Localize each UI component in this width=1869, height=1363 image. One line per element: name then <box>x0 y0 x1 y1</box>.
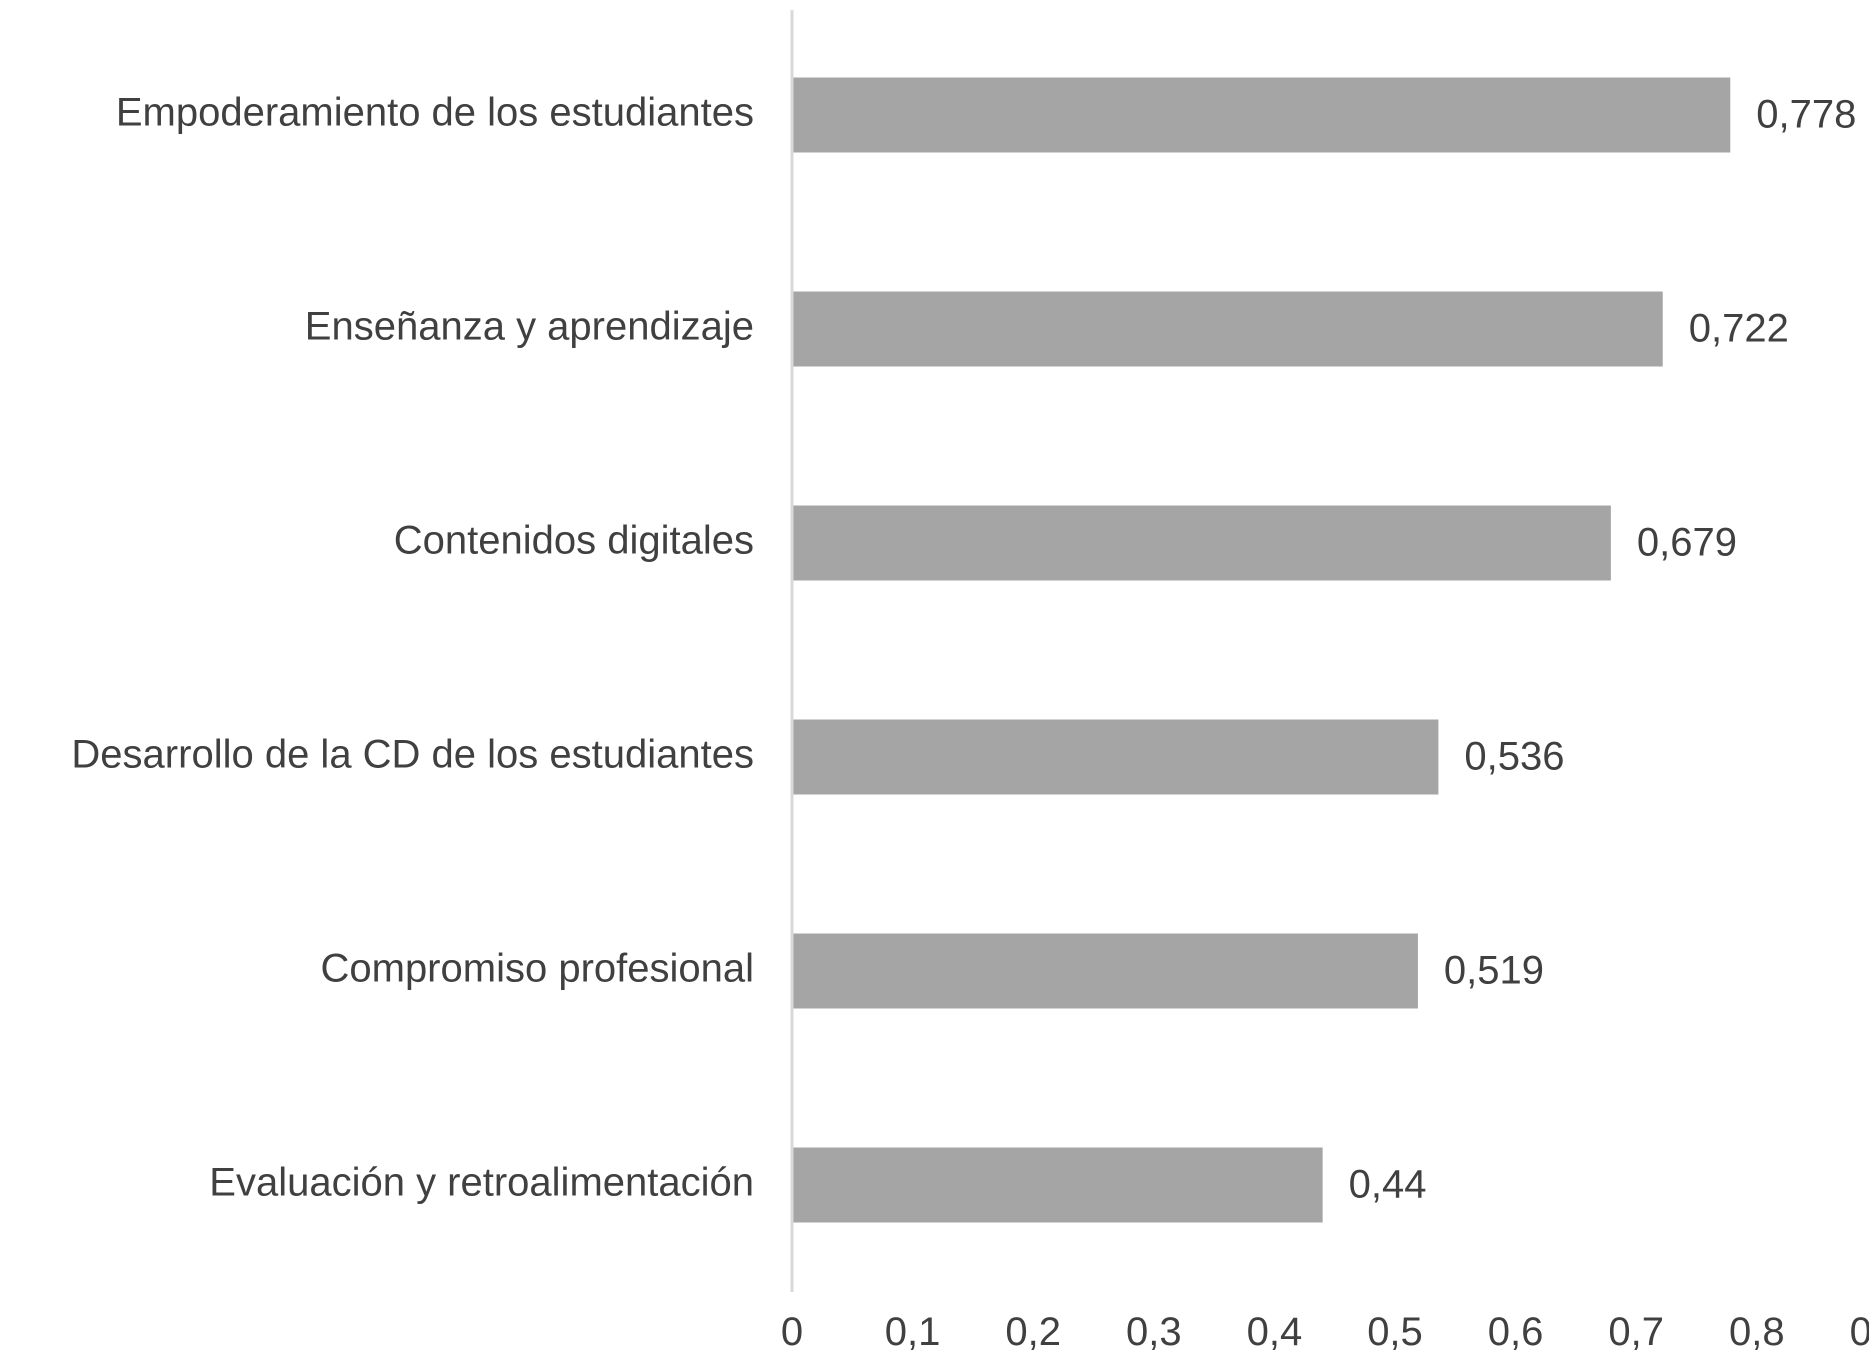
bar-contenidos-digitales <box>792 505 1611 581</box>
x-tick-label: 0,9 <box>1850 1310 1869 1354</box>
bars-group <box>792 77 1731 1223</box>
category-labels-group: Empoderamiento de los estudiantes Enseñan… <box>71 91 754 1205</box>
x-tick-label: 0 <box>781 1310 803 1354</box>
data-label-evaluacion-y-retroalimentacion: 0,44 <box>1349 1163 1427 1207</box>
category-label-ensenanza-y-aprendizaje: Enseñanza y aprendizaje <box>305 305 754 349</box>
x-tick-labels-group: 0 0,1 0,2 0,3 0,4 0,5 0,6 0,7 0,8 0,9 <box>781 1310 1869 1354</box>
category-label-desarrollo-de-la-cd-de-los-estudiantes: Desarrollo de la CD de los estudiantes <box>71 733 754 777</box>
x-tick-label: 0,6 <box>1488 1310 1544 1354</box>
x-tick-label: 0,4 <box>1247 1310 1303 1354</box>
category-label-compromiso-profesional: Compromiso profesional <box>320 947 754 991</box>
bar-evaluacion-y-retroalimentacion <box>792 1147 1323 1223</box>
bar-desarrollo-de-la-cd-de-los-estudiantes <box>792 719 1439 795</box>
data-labels-group: 0,778 0,722 0,679 0,536 0,519 0,44 <box>1349 93 1857 1207</box>
x-tick-label: 0,5 <box>1367 1310 1423 1354</box>
data-label-compromiso-profesional: 0,519 <box>1444 949 1544 993</box>
category-label-contenidos-digitales: Contenidos digitales <box>394 519 754 563</box>
bar-ensenanza-y-aprendizaje <box>792 291 1663 367</box>
x-tick-label: 0,3 <box>1126 1310 1182 1354</box>
x-tick-label: 0,7 <box>1608 1310 1664 1354</box>
data-label-empoderamiento-de-los-estudiantes: 0,778 <box>1756 93 1856 137</box>
category-label-empoderamiento-de-los-estudiantes: Empoderamiento de los estudiantes <box>116 91 754 135</box>
bar-compromiso-profesional <box>792 933 1418 1009</box>
x-tick-label: 0,8 <box>1729 1310 1785 1354</box>
category-label-evaluacion-y-retroalimentacion: Evaluación y retroalimentación <box>209 1161 754 1205</box>
x-tick-label: 0,2 <box>1005 1310 1061 1354</box>
data-label-ensenanza-y-aprendizaje: 0,722 <box>1689 307 1789 351</box>
data-label-contenidos-digitales: 0,679 <box>1637 521 1737 565</box>
bar-empoderamiento-de-los-estudiantes <box>792 77 1731 153</box>
data-label-desarrollo-de-la-cd-de-los-estudiantes: 0,536 <box>1464 735 1564 779</box>
x-tick-label: 0,1 <box>885 1310 941 1354</box>
